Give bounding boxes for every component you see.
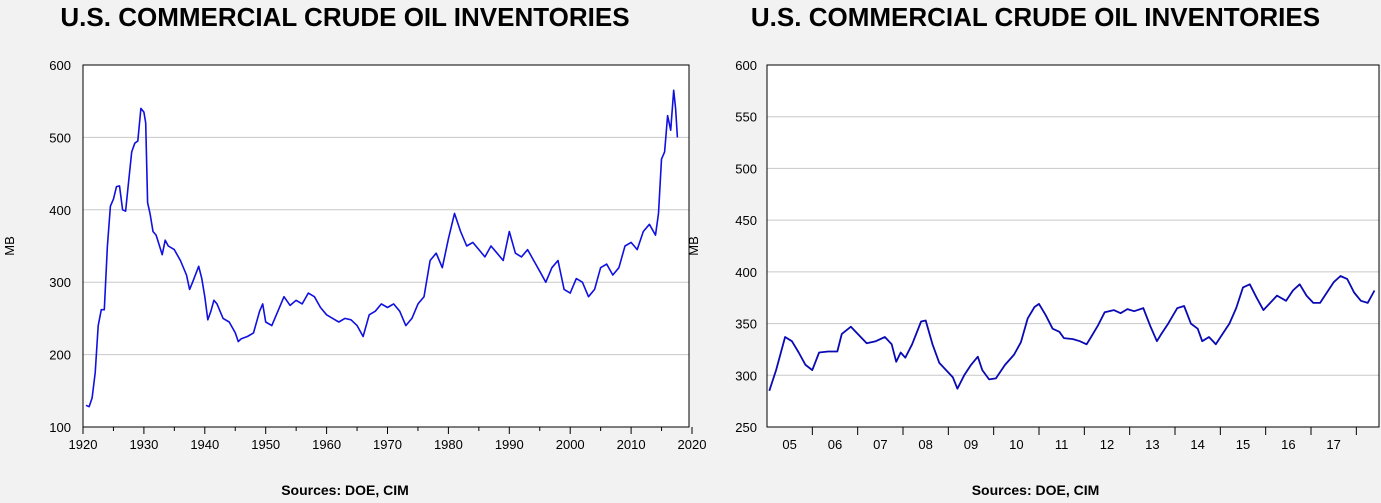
x-tick-label: 09	[964, 437, 978, 452]
y-tick-label: 300	[49, 275, 71, 290]
x-tick-label: 16	[1281, 437, 1295, 452]
series-line	[85, 89, 679, 408]
x-tick-label: 17	[1326, 437, 1340, 452]
x-tick-label: 12	[1100, 437, 1114, 452]
x-tick-label: 06	[828, 437, 842, 452]
x-tick-label: 2020	[678, 437, 707, 452]
x-tick-label: 1930	[129, 437, 158, 452]
series-line	[768, 275, 1376, 392]
chart-title-left: U.S. COMMERCIAL CRUDE OIL INVENTORIES	[60, 2, 630, 32]
source-note-right: Sources: DOE, CIM	[971, 482, 1100, 498]
y-tick-label: 250	[735, 420, 757, 435]
plot-frame	[82, 64, 690, 428]
plot-area	[83, 65, 689, 427]
x-tick-label: 1990	[495, 437, 524, 452]
y-tick-label: 350	[735, 317, 757, 332]
x-tick-label: 2010	[617, 437, 646, 452]
x-tick-label: 1980	[434, 437, 463, 452]
chart-title-right: U.S. COMMERCIAL CRUDE OIL INVENTORIES	[750, 2, 1321, 32]
y-tick-label: 100	[49, 420, 71, 435]
x-tick-label: 1920	[69, 437, 98, 452]
x-tick-label: 1940	[190, 437, 219, 452]
x-tick-label: 10	[1009, 437, 1023, 452]
x-tick-label: 2000	[556, 437, 585, 452]
y-axis-label: MB	[2, 236, 17, 256]
y-axis-label: MB	[686, 236, 701, 256]
y-tick-label: 500	[49, 130, 71, 145]
chart-right-svg: 250 300 350 400 450 500 550 600 05 06 07 08 09 10 11 12…	[686, 58, 1380, 452]
y-tick-label: 500	[735, 161, 757, 176]
chart-panel-right: U.S. COMMERCIAL CRUDE OIL INVENTORIES 25…	[686, 0, 1381, 503]
x-tick-label: 1960	[312, 437, 341, 452]
x-tick-label: 05	[782, 437, 796, 452]
y-tick-label: 450	[735, 213, 757, 228]
y-tick-label: 200	[49, 348, 71, 363]
x-tick-label: 11	[1055, 437, 1069, 452]
chart-panel-left: U.S. COMMERCIAL CRUDE OIL INVENTORIES 10…	[0, 0, 706, 503]
y-tick-label: 600	[735, 58, 757, 73]
plot-area	[767, 65, 1379, 427]
x-tick-label: 15	[1236, 437, 1250, 452]
plot-frame	[766, 64, 1380, 428]
x-tick-label: 14	[1190, 437, 1204, 452]
chart-left-svg: 100 200 300 400 500 600 1920 1930 1940 1950 1960 19…	[2, 58, 706, 452]
y-tick-label: 300	[735, 368, 757, 383]
source-note-left: Sources: DOE, CIM	[281, 482, 409, 498]
x-tick-label: 1970	[373, 437, 402, 452]
x-tick-label: 08	[918, 437, 932, 452]
y-tick-label: 550	[735, 110, 757, 125]
x-tick-label: 1950	[251, 437, 280, 452]
y-tick-label: 400	[49, 203, 71, 218]
x-tick-label: 13	[1145, 437, 1159, 452]
x-tick-label: 07	[873, 437, 887, 452]
y-tick-label: 400	[735, 265, 757, 280]
y-tick-label: 600	[49, 58, 71, 73]
